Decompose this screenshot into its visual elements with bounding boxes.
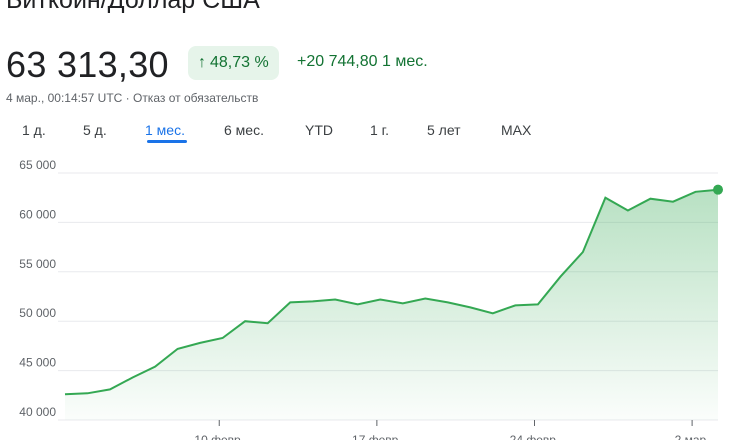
tab-5d[interactable]: 5 д.	[83, 122, 107, 138]
active-tab-indicator	[147, 140, 187, 143]
x-tick-label: 17 февр.	[352, 433, 402, 440]
tab-ytd[interactable]: YTD	[305, 122, 333, 138]
tab-max[interactable]: MAX	[501, 122, 532, 138]
price-chart: 40 000 45 000 50 000 55 000 60 000 65 000 10 …	[19, 158, 723, 440]
change-absolute: +20 744,80 1 мес.	[297, 53, 428, 70]
latest-point-dot	[713, 184, 723, 195]
time-range-tabs: 1 д. 5 д. 1 мес. 6 мес. YTD 1 г. 5 лет M…	[0, 118, 748, 148]
arrow-up-icon: ↑	[198, 54, 206, 71]
timestamp-disclaimer: 4 мар., 00:14:57 UTC · Отказ от обязател…	[6, 91, 259, 105]
y-tick-label: 60 000	[19, 207, 56, 221]
y-tick-label: 40 000	[19, 405, 56, 419]
tab-6m[interactable]: 6 мес.	[224, 122, 264, 138]
y-tick-label: 65 000	[19, 158, 56, 172]
x-tick-label: 10 февр.	[194, 433, 244, 440]
change-percent-value: 48,73 %	[210, 54, 269, 71]
series-area	[65, 189, 718, 420]
x-tick-label: 2 мар.	[675, 433, 710, 440]
y-axis-labels: 40 000 45 000 50 000 55 000 60 000 65 000	[19, 158, 56, 419]
tab-1m[interactable]: 1 мес.	[145, 122, 185, 138]
change-percent-badge: ↑ 48,73 %	[188, 46, 279, 80]
y-tick-label: 45 000	[19, 356, 56, 370]
tab-5y[interactable]: 5 лет	[427, 122, 461, 138]
x-axis: 10 февр. 17 февр. 24 февр. 2 мар.	[194, 420, 710, 440]
page-title: Биткоин/Доллар США	[6, 0, 260, 14]
tab-1y[interactable]: 1 г.	[370, 122, 389, 138]
series-line	[64, 188, 719, 396]
y-tick-label: 55 000	[19, 257, 56, 271]
tab-1d[interactable]: 1 д.	[22, 122, 46, 138]
current-price: 63 313,30	[6, 44, 169, 85]
y-tick-label: 50 000	[19, 306, 56, 320]
x-tick-label: 24 февр.	[510, 433, 560, 440]
